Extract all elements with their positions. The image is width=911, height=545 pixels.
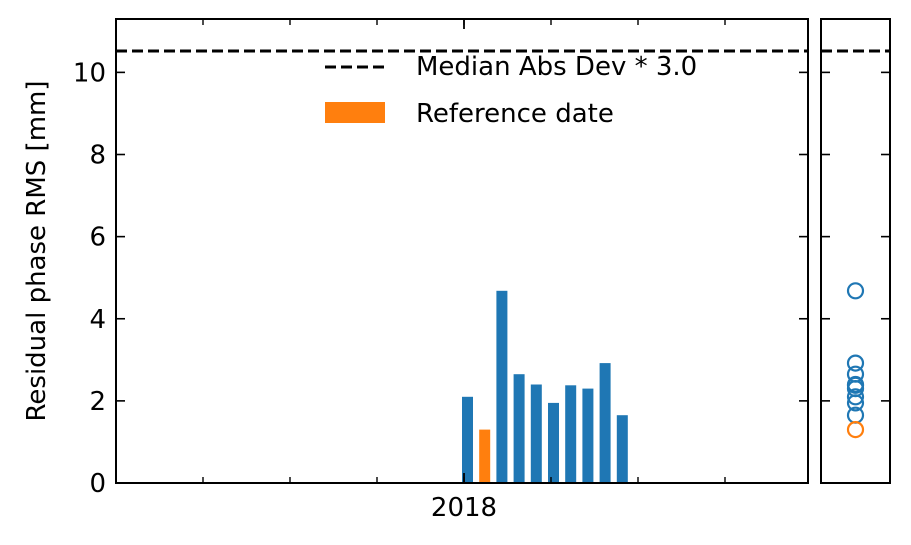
scatter-point	[846, 282, 865, 300]
bar	[479, 429, 491, 483]
x-tick-label: 2018	[431, 493, 497, 523]
legend-reference-swatch	[325, 102, 385, 123]
legend-reference-label: Reference date	[416, 99, 614, 129]
bar	[530, 384, 542, 483]
y-tick-label: 2	[89, 387, 106, 417]
bar	[582, 388, 594, 483]
bar-series	[462, 290, 628, 483]
y-tick-label: 8	[89, 141, 106, 171]
bar	[565, 385, 577, 483]
main-plot-frame	[115, 18, 809, 484]
scatter-point	[846, 394, 865, 412]
legend-threshold-label: Median Abs Dev * 3.0	[416, 52, 697, 82]
bar	[548, 402, 559, 483]
legend: Median Abs Dev * 3.0 Reference date	[325, 52, 697, 129]
y-axis-ticks: 0 2 4 6 8 10	[73, 58, 808, 499]
y-axis-label: Residual phase RMS [mm]	[22, 81, 52, 422]
scatter-point	[846, 388, 865, 406]
x-axis-ticks: 2018	[202, 19, 726, 523]
y-tick-label: 4	[89, 305, 106, 335]
bar	[462, 396, 473, 483]
bar	[599, 363, 611, 483]
main-plot: 0 2 4 6 8 10 2018 Median Abs Dev * 3.0 Refere…	[22, 18, 809, 523]
bar	[616, 415, 628, 483]
y-tick-label: 0	[89, 469, 106, 499]
y-tick-label: 6	[89, 223, 106, 253]
bar	[513, 374, 525, 483]
side-y-axis-ticks	[821, 71, 890, 484]
side-plot	[820, 18, 891, 484]
bar	[496, 290, 508, 483]
scatter-series	[846, 282, 865, 439]
scatter-point	[846, 421, 865, 439]
scatter-point	[846, 354, 865, 372]
side-plot-frame	[820, 18, 891, 484]
y-tick-label: 10	[73, 58, 106, 88]
